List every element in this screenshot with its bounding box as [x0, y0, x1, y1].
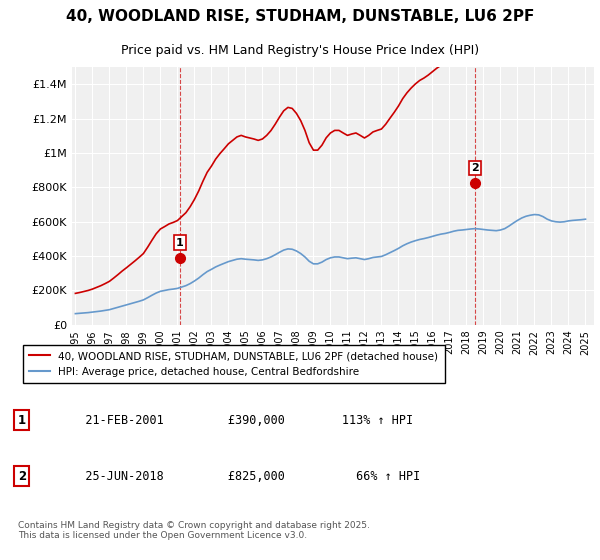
Text: Contains HM Land Registry data © Crown copyright and database right 2025.
This d: Contains HM Land Registry data © Crown c…	[18, 521, 370, 540]
Text: 21-FEB-2001         £390,000        113% ↑ HPI: 21-FEB-2001 £390,000 113% ↑ HPI	[64, 413, 413, 427]
Text: 1: 1	[18, 413, 26, 427]
Text: 40, WOODLAND RISE, STUDHAM, DUNSTABLE, LU6 2PF: 40, WOODLAND RISE, STUDHAM, DUNSTABLE, L…	[66, 10, 534, 24]
Text: 1: 1	[176, 237, 184, 248]
Text: 25-JUN-2018         £825,000          66% ↑ HPI: 25-JUN-2018 £825,000 66% ↑ HPI	[64, 469, 420, 483]
Text: 2: 2	[18, 469, 26, 483]
Legend: 40, WOODLAND RISE, STUDHAM, DUNSTABLE, LU6 2PF (detached house), HPI: Average pr: 40, WOODLAND RISE, STUDHAM, DUNSTABLE, L…	[23, 345, 445, 383]
Text: Price paid vs. HM Land Registry's House Price Index (HPI): Price paid vs. HM Land Registry's House …	[121, 44, 479, 57]
Text: 2: 2	[471, 163, 479, 173]
